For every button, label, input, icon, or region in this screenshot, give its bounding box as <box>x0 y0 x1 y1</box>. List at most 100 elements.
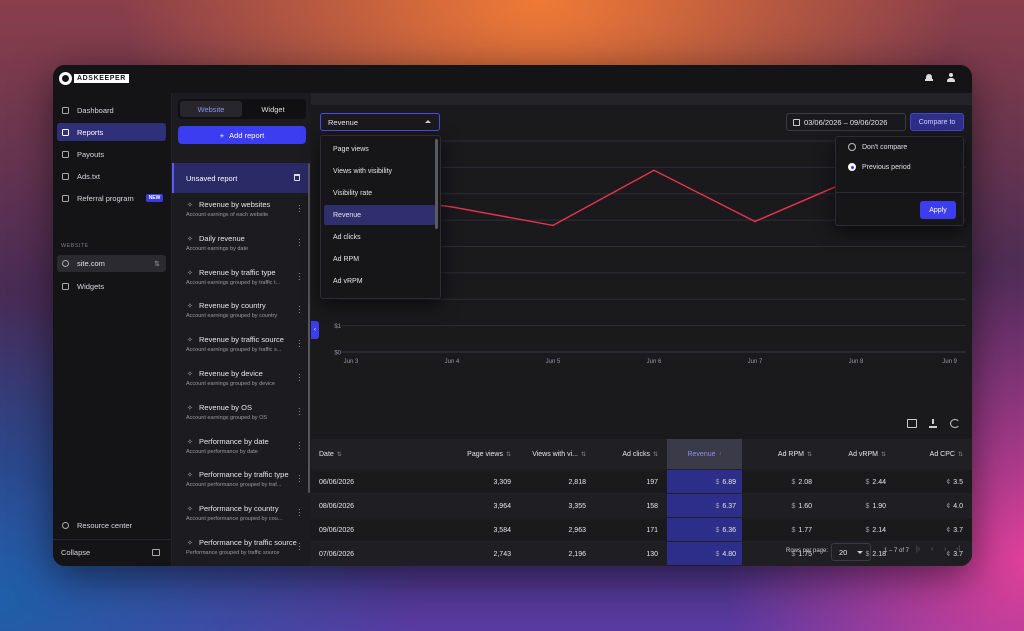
more-icon[interactable]: · · · <box>298 302 301 318</box>
metric-select[interactable]: Revenue <box>320 113 440 131</box>
date-range-picker[interactable]: 03/06/2026 – 09/06/2026 <box>786 113 906 131</box>
sidebar-divider <box>53 539 171 540</box>
cell-value: 1.90 <box>872 502 886 510</box>
unsaved-report-item[interactable]: Unsaved report <box>172 163 308 193</box>
add-report-button[interactable]: + Add report <box>178 126 306 144</box>
report-description: Account performance grouped by traf... <box>186 482 282 489</box>
dropdown-option-page-views[interactable]: Page views <box>333 145 369 153</box>
cell-value: 197 <box>646 478 658 486</box>
report-list-item[interactable]: ✧ Performance by traffic type Account perf… <box>172 469 308 499</box>
column-header-date[interactable]: Date ⇅ <box>319 439 439 469</box>
sidebar-item-dashboard[interactable]: Dashboard <box>57 101 166 119</box>
site-selector[interactable]: site.com ⇅ <box>57 255 166 272</box>
dropdown-option-ad-clicks[interactable]: Ad clicks <box>333 233 361 241</box>
sidebar-item-ads-txt[interactable]: Ads.txt <box>57 167 166 185</box>
compare-option-previous-period[interactable]: Previous period <box>848 163 911 171</box>
cell-value: 4.0 <box>953 502 963 510</box>
trash-icon[interactable] <box>294 174 300 181</box>
first-page-icon[interactable]: |‹ <box>916 546 921 553</box>
website-section-label: WEBSITE <box>61 243 89 249</box>
report-list-item[interactable]: ✧ Daily revenue Account earnings by date · ·… <box>172 233 308 263</box>
refresh-icon[interactable] <box>950 419 960 428</box>
more-icon[interactable]: · · · <box>298 471 301 487</box>
sidebar-item-resource-center[interactable]: Resource center <box>57 516 166 534</box>
user-icon[interactable] <box>946 73 956 83</box>
column-header-ad-clicks[interactable]: Ad clicks ⇅ <box>591 439 658 469</box>
report-list-item[interactable]: ✧ Revenue by country Account earnings grou… <box>172 300 308 330</box>
column-header-ad-vrpm[interactable]: Ad vRPM ⇅ <box>814 439 886 469</box>
next-page-icon[interactable]: › <box>944 546 947 553</box>
table-cell: 130 <box>591 542 658 566</box>
sidebar-item-reports[interactable]: Reports <box>57 123 166 141</box>
more-icon[interactable]: · · · <box>298 539 301 554</box>
rows-per-page-label: Rows per page: <box>786 548 829 554</box>
table-row[interactable]: 09/06/2026 3,584 2,963 171 $6.36 $1.77 $2.14 ¢ 3… <box>311 517 972 542</box>
column-header-revenue[interactable]: Revenue ↓ <box>667 439 742 469</box>
table-cell: ¢ 4.0 <box>888 494 963 518</box>
table-cell: $2.44 <box>814 470 886 494</box>
sidebar-item-payouts[interactable]: Payouts <box>57 145 166 163</box>
compare-option-dont-compare[interactable]: Don't compare <box>848 143 907 151</box>
chevron-up-icon <box>425 120 431 123</box>
report-list-item[interactable]: ✧ Revenue by traffic source Account earnin… <box>172 334 308 364</box>
tab-website[interactable]: Website <box>180 101 242 117</box>
column-header-views-with-vi[interactable]: Views with vi... ⇅ <box>519 439 586 469</box>
more-icon[interactable]: · · · <box>298 403 301 419</box>
more-icon[interactable]: · · · <box>298 437 301 453</box>
radio-unchecked[interactable] <box>848 143 856 151</box>
tab-widget[interactable]: Widget <box>261 104 285 114</box>
more-icon[interactable]: · · · <box>298 370 301 385</box>
reports-scrollbar[interactable] <box>308 163 310 493</box>
report-list-item[interactable]: ✧ Revenue by traffic type Account earnings… <box>172 267 308 297</box>
last-page-icon[interactable]: ›| <box>956 546 961 553</box>
dropdown-option-ad-vrpm[interactable]: Ad vRPM <box>333 277 363 285</box>
report-list-item[interactable]: ✧ Revenue by device Account earnings group… <box>172 368 308 398</box>
sparkle-icon: ✧ <box>187 303 193 311</box>
report-list-item[interactable]: ✧ Performance by country Account performan… <box>172 503 308 533</box>
report-description: Account earnings grouped by device <box>186 381 275 387</box>
report-list-item[interactable]: ✧ Revenue by websites Account earnings of … <box>172 199 308 229</box>
report-type-toggle: Website Widget <box>178 99 306 119</box>
report-list-item[interactable]: ✧ Revenue by OS Account earnings grouped b… <box>172 402 308 432</box>
column-header-page-views[interactable]: Page views ⇅ <box>441 439 511 469</box>
compare-to-button[interactable]: Compare to <box>910 113 964 131</box>
dropdown-option-revenue[interactable]: Revenue <box>324 205 435 225</box>
rows-per-page-select[interactable]: 20 <box>831 543 871 561</box>
dropdown-scrollbar[interactable] <box>435 139 438 229</box>
more-icon[interactable]: · · · <box>298 201 301 216</box>
sidebar-item-widgets[interactable]: Widgets <box>57 277 166 295</box>
collapse-button[interactable]: Collapse <box>61 548 91 557</box>
plus-icon: + <box>219 130 225 140</box>
report-list-item[interactable]: ✧ Performance by date Account performance … <box>172 436 308 466</box>
dropdown-option-ad-rpm[interactable]: Ad RPM <box>333 255 360 263</box>
report-list-item[interactable]: ✧ Performance by traffic source Performanc… <box>172 537 308 566</box>
collapse-panel-tab[interactable]: ‹ <box>311 321 319 339</box>
sort-icon: ⇅ <box>505 451 511 458</box>
sidebar-item-label: Referral program <box>77 193 134 203</box>
apply-button[interactable]: Apply <box>920 201 956 219</box>
dropdown-option-visibility-rate[interactable]: Visibility rate <box>333 189 373 197</box>
column-header-ad-rpm[interactable]: Ad RPM ⇅ <box>744 439 812 469</box>
dropdown-option-views-with-visibility[interactable]: Views with visibility <box>333 167 392 175</box>
more-icon[interactable]: · · · <box>298 505 301 521</box>
table-row[interactable]: 04/06/20263,0322,542153$4.54$1.53$1.82¢3… <box>311 565 972 566</box>
columns-icon[interactable] <box>907 419 917 428</box>
column-header-ad-cpc[interactable]: Ad CPC ⇅ <box>888 439 963 469</box>
more-icon[interactable]: · · · <box>298 268 301 284</box>
table-cell: $1.90 <box>814 494 886 518</box>
cell-value: 3,309 <box>493 478 511 486</box>
adskeeper-logo[interactable]: ADSKEEPER <box>59 72 129 85</box>
prev-page-icon[interactable]: ‹ <box>931 546 934 553</box>
radio-checked[interactable] <box>848 163 856 171</box>
more-icon[interactable]: · · · <box>298 234 301 250</box>
sidebar-item-referral-program[interactable]: Referral program NEW <box>57 189 166 207</box>
table-cell: 2,743 <box>441 542 511 566</box>
collapse-icon[interactable] <box>152 549 160 556</box>
more-icon[interactable]: · · · <box>298 336 301 352</box>
table-row[interactable]: 08/06/2026 3,964 3,355 158 $6.37 $1.60 $1.90 ¢ 4… <box>311 493 972 518</box>
table-cell: $2.14 <box>814 518 886 542</box>
table-row[interactable]: 06/06/2026 3,309 2,818 197 $6.89 $2.08 $2.44 ¢ 3… <box>311 469 972 494</box>
bell-icon[interactable] <box>924 73 934 83</box>
download-icon[interactable] <box>928 419 938 428</box>
referral-icon <box>62 194 69 202</box>
